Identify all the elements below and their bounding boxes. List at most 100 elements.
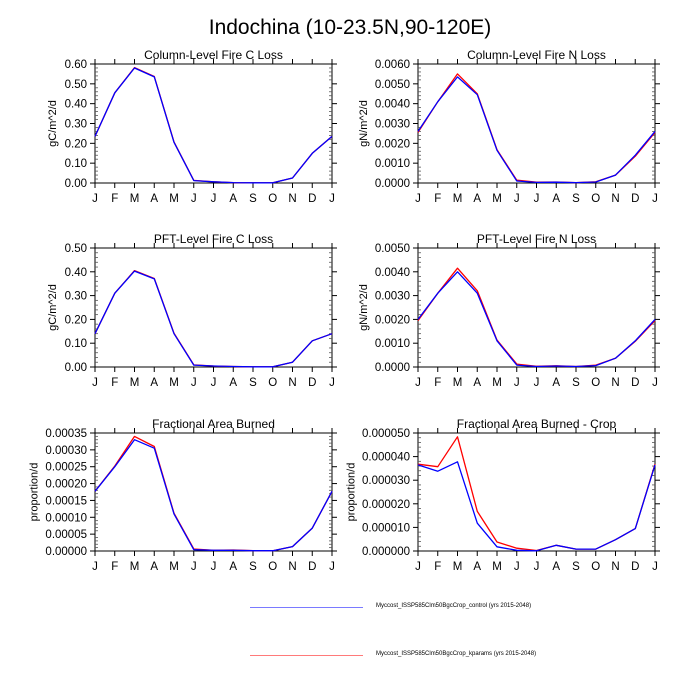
- x-tick-label: F: [434, 377, 441, 389]
- x-tick-label: D: [631, 561, 639, 573]
- series-line-kparams: [94, 269, 333, 368]
- y-tick-label: 0.000030: [362, 475, 410, 487]
- y-tick-label: 0.00005: [45, 529, 87, 541]
- chart-title: Column-Level Fire N Loss: [467, 48, 606, 62]
- y-tick-label: 0.0060: [375, 59, 410, 71]
- x-tick-label: J: [191, 561, 197, 573]
- x-tick-label: J: [514, 377, 520, 389]
- x-tick-label: A: [552, 561, 560, 573]
- x-tick-label: J: [329, 561, 335, 573]
- y-tick-label: 0.000010: [362, 522, 410, 534]
- x-tick-label: M: [169, 561, 179, 573]
- y-tick-label: 0.0000: [375, 362, 410, 374]
- x-tick-label: D: [631, 377, 639, 389]
- x-tick-label: M: [130, 377, 140, 389]
- x-tick-label: S: [572, 377, 580, 389]
- x-tick-label: M: [453, 193, 463, 205]
- x-tick-label: S: [249, 561, 257, 573]
- y-tick-label: 0.50: [65, 243, 87, 255]
- y-tick-label: 0.000050: [362, 428, 410, 440]
- x-tick-label: M: [492, 377, 502, 389]
- series-line-control: [417, 76, 656, 184]
- x-tick-label: N: [611, 561, 619, 573]
- x-tick-label: M: [453, 561, 463, 573]
- y-axis-label: gN/m^2/d: [358, 100, 370, 147]
- x-tick-label: J: [652, 377, 658, 389]
- x-tick-label: O: [591, 561, 600, 573]
- x-tick-label: J: [211, 377, 217, 389]
- x-tick-label: N: [288, 193, 296, 205]
- x-tick-label: S: [572, 561, 580, 573]
- y-tick-label: 0.0030: [375, 291, 410, 303]
- y-tick-label: 0.0050: [375, 243, 410, 255]
- series-line-kparams: [417, 267, 656, 368]
- x-tick-label: O: [268, 377, 277, 389]
- x-tick-label: M: [130, 561, 140, 573]
- x-tick-label: J: [534, 193, 540, 205]
- chart-title: Column-Level Fire C Loss: [144, 48, 283, 62]
- y-tick-label: 0.0010: [375, 158, 410, 170]
- y-tick-label: 0.00015: [45, 495, 87, 507]
- x-tick-label: D: [308, 561, 316, 573]
- y-tick-label: 0.50: [65, 79, 87, 91]
- y-tick-label: 0.00035: [45, 428, 87, 440]
- x-tick-label: F: [111, 561, 118, 573]
- x-tick-label: J: [534, 377, 540, 389]
- chart-title: Fractional Area Burned - Crop: [457, 417, 617, 431]
- y-tick-label: 0.000000: [362, 546, 410, 558]
- x-tick-label: M: [492, 561, 502, 573]
- x-tick-label: J: [514, 193, 520, 205]
- x-tick-label: O: [268, 561, 277, 573]
- y-tick-label: 0.00: [65, 178, 87, 190]
- y-axis-label: gN/m^2/d: [358, 284, 370, 331]
- y-tick-label: 0.20: [65, 314, 87, 326]
- x-tick-label: A: [229, 377, 237, 389]
- x-tick-label: F: [111, 377, 118, 389]
- x-tick-label: N: [611, 377, 619, 389]
- y-tick-label: 0.00010: [45, 512, 87, 524]
- x-tick-label: A: [552, 377, 560, 389]
- series-line-kparams: [94, 66, 333, 184]
- plot-frame: [94, 432, 333, 552]
- x-tick-label: A: [229, 561, 237, 573]
- y-tick-label: 0.0050: [375, 79, 410, 91]
- series-line-control: [94, 67, 333, 184]
- x-tick-label: A: [150, 193, 158, 205]
- series-line-control: [417, 461, 656, 552]
- y-tick-label: 0.0000: [375, 178, 410, 190]
- x-tick-label: F: [434, 193, 441, 205]
- x-tick-label: M: [130, 193, 140, 205]
- y-tick-label: 0.0020: [375, 314, 410, 326]
- plot-frame: [417, 432, 656, 552]
- x-tick-label: F: [111, 193, 118, 205]
- y-tick-label: 0.000020: [362, 499, 410, 511]
- x-tick-label: N: [288, 561, 296, 573]
- series-line-kparams: [94, 435, 333, 552]
- x-tick-label: N: [288, 377, 296, 389]
- y-axis-label: proportion/d: [29, 463, 41, 522]
- x-tick-label: A: [150, 377, 158, 389]
- y-tick-label: 0.20: [65, 138, 87, 150]
- plot-frame: [94, 247, 333, 368]
- series-line-kparams: [417, 73, 656, 184]
- x-tick-label: F: [434, 561, 441, 573]
- legend-swatch-kparams: [250, 655, 363, 656]
- page-title: Indochina (10-23.5N,90-120E): [208, 16, 492, 39]
- x-tick-label: A: [552, 193, 560, 205]
- x-tick-label: O: [268, 193, 277, 205]
- y-tick-label: 0.0010: [375, 338, 410, 350]
- x-tick-label: J: [415, 193, 421, 205]
- plot-frame: [94, 63, 333, 184]
- series-line-control: [94, 270, 333, 368]
- x-tick-label: J: [652, 193, 658, 205]
- x-tick-label: J: [534, 561, 540, 573]
- chart-title: Fractional Area Burned: [152, 417, 275, 431]
- y-tick-label: 0.30: [65, 119, 87, 131]
- x-tick-label: O: [591, 377, 600, 389]
- x-tick-label: M: [169, 193, 179, 205]
